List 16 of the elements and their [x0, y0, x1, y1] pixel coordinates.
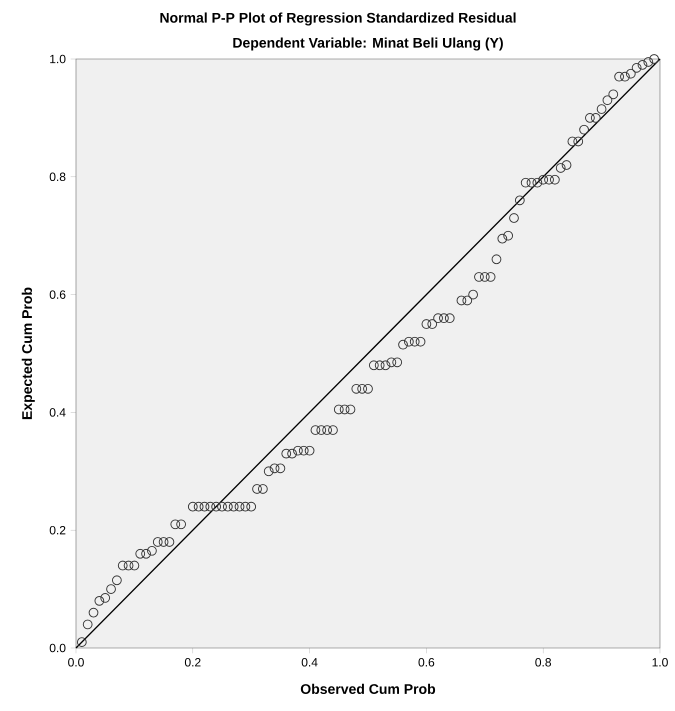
x-axis-title: Observed Cum Prob: [300, 684, 436, 694]
x-tick-label: 0.2: [184, 658, 201, 667]
x-tick-label: 0.0: [68, 658, 84, 667]
x-tick-label: 0.6: [418, 658, 434, 667]
y-tick-label: 0.0: [50, 644, 66, 652]
y-axis-title: Expected Cum Prob: [22, 288, 35, 420]
x-tick-label: 0.8: [535, 658, 552, 667]
y-tick-label: 0.8: [50, 172, 66, 182]
x-tick-label: 1.0: [652, 658, 668, 667]
chart-title: Normal P-P Plot of Regression Standardized Residual: [160, 12, 516, 26]
x-tick-label: 0.4: [302, 658, 318, 667]
y-tick-label: 1.0: [50, 54, 66, 64]
y-tick-label: 0.2: [50, 526, 66, 534]
chart-subtitle: Dependent Variable: Minat Beli Ulang (Y): [233, 37, 503, 51]
y-tick-label: 0.4: [50, 408, 66, 417]
y-tick-label: 0.6: [50, 290, 66, 299]
